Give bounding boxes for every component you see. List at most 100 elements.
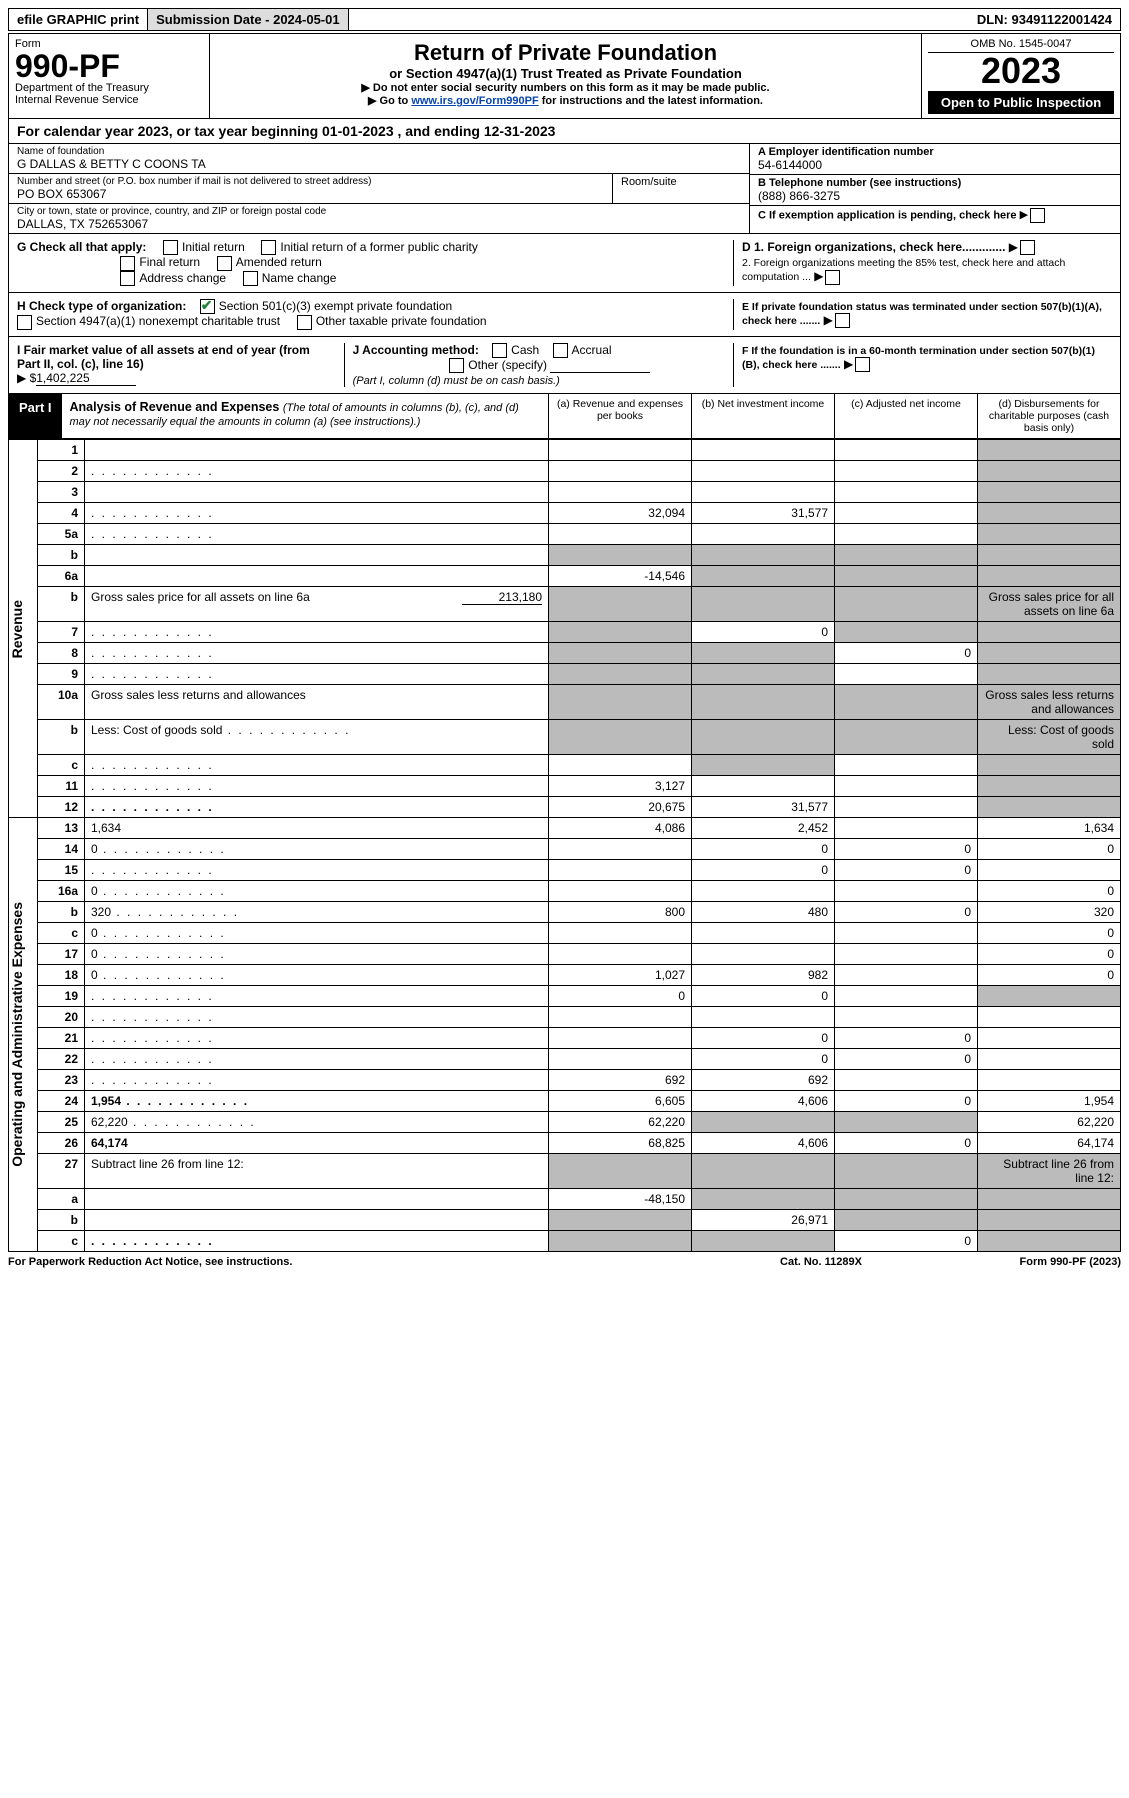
507b1a-checkbox[interactable] [835, 313, 850, 328]
table-cell [978, 1049, 1121, 1070]
table-cell [978, 643, 1121, 664]
table-row: c0 [9, 1231, 1121, 1252]
line-number: 4 [38, 503, 85, 524]
table-row: 27Subtract line 26 from line 12:Subtract… [9, 1154, 1121, 1189]
line-number: 18 [38, 965, 85, 986]
501c3-checkbox[interactable] [200, 299, 215, 314]
table-cell [692, 643, 835, 664]
table-row: 432,09431,577 [9, 503, 1121, 524]
line-desc [85, 440, 549, 461]
amended-return-checkbox[interactable] [217, 256, 232, 271]
table-cell [835, 818, 978, 839]
name-change-checkbox[interactable] [243, 271, 258, 286]
accrual-checkbox[interactable] [553, 343, 568, 358]
table-row: 5a [9, 524, 1121, 545]
instr-1: ▶ Do not enter social security numbers o… [216, 81, 915, 94]
4947-checkbox[interactable] [17, 315, 32, 330]
line-desc: Less: Cost of goods sold [85, 720, 549, 755]
street-address: PO BOX 653067 [17, 187, 604, 201]
section-g: G Check all that apply: Initial return I… [17, 240, 725, 286]
table-row: a-48,150 [9, 1189, 1121, 1210]
foundation-name-cell: Name of foundation G DALLAS & BETTY C CO… [9, 144, 749, 174]
line-desc [85, 776, 549, 797]
line-desc [85, 797, 549, 818]
table-cell: 0 [692, 839, 835, 860]
table-row: 3 [9, 482, 1121, 503]
other-method-checkbox[interactable] [449, 358, 464, 373]
address-row: Number and street (or P.O. box number if… [9, 174, 749, 204]
address-change-checkbox[interactable] [120, 271, 135, 286]
table-cell: 0 [835, 1028, 978, 1049]
table-row: 2664,17468,8254,606064,174 [9, 1133, 1121, 1154]
part1-label: Part I [9, 394, 62, 438]
final-return-checkbox[interactable] [120, 256, 135, 271]
line-desc [85, 566, 549, 587]
initial-return-former-checkbox[interactable] [261, 240, 276, 255]
table-cell: 0 [978, 923, 1121, 944]
exemption-checkbox[interactable] [1030, 208, 1045, 223]
section-i: I Fair market value of all assets at end… [17, 343, 345, 388]
table-cell [835, 1154, 978, 1189]
section-h: H Check type of organization: Section 50… [17, 299, 725, 330]
table-cell: 320 [978, 902, 1121, 923]
table-cell [549, 839, 692, 860]
table-cell [692, 482, 835, 503]
part1-table: Revenue123432,09431,5775ab6a-14,546bGros… [8, 439, 1121, 1252]
table-row: 140000 [9, 839, 1121, 860]
form-number: 990-PF [15, 50, 203, 82]
table-row: 11 3,127 [9, 776, 1121, 797]
table-row: b3208004800320 [9, 902, 1121, 923]
table-cell: 0 [835, 1091, 978, 1112]
line-desc [85, 1028, 549, 1049]
table-cell [549, 664, 692, 685]
table-cell: 4,606 [692, 1091, 835, 1112]
city-state-zip: DALLAS, TX 752653067 [17, 217, 741, 231]
table-cell: 0 [835, 1231, 978, 1252]
table-cell: 68,825 [549, 1133, 692, 1154]
table-cell [835, 1070, 978, 1091]
line-desc: 0 [85, 965, 549, 986]
table-cell [978, 1028, 1121, 1049]
info-left: Name of foundation G DALLAS & BETTY C CO… [9, 144, 749, 233]
table-cell [835, 664, 978, 685]
line-desc [85, 1231, 549, 1252]
table-cell [835, 461, 978, 482]
foreign-85-checkbox[interactable] [825, 270, 840, 285]
line-number: b [38, 587, 85, 622]
table-cell: 0 [835, 1049, 978, 1070]
line-number: b [38, 545, 85, 566]
table-cell [549, 685, 692, 720]
other-taxable-checkbox[interactable] [297, 315, 312, 330]
table-cell [549, 881, 692, 902]
table-cell: 0 [692, 1049, 835, 1070]
line-number: 22 [38, 1049, 85, 1070]
table-cell: 3,127 [549, 776, 692, 797]
table-cell [549, 545, 692, 566]
table-row: 1700 [9, 944, 1121, 965]
table-cell [692, 587, 835, 622]
form990pf-link[interactable]: www.irs.gov/Form990PF [411, 95, 538, 107]
table-cell: 64,174 [978, 1133, 1121, 1154]
line-desc [85, 503, 549, 524]
table-cell [549, 524, 692, 545]
table-cell [835, 1210, 978, 1231]
507b1b-checkbox[interactable] [855, 357, 870, 372]
foreign-org-checkbox[interactable] [1020, 240, 1035, 255]
table-row: 23692692 [9, 1070, 1121, 1091]
table-cell: Gross sales price for all assets on line… [978, 587, 1121, 622]
initial-return-checkbox[interactable] [163, 240, 178, 255]
table-cell [835, 685, 978, 720]
line-number: 7 [38, 622, 85, 643]
efile-label[interactable]: efile GRAPHIC print [9, 9, 148, 30]
table-cell [978, 440, 1121, 461]
table-cell [978, 1189, 1121, 1210]
line-number: 21 [38, 1028, 85, 1049]
cash-checkbox[interactable] [492, 343, 507, 358]
table-cell [835, 944, 978, 965]
line-number: 11 [38, 776, 85, 797]
instr-2: ▶ Go to www.irs.gov/Form990PF for instru… [216, 94, 915, 107]
line-desc: 0 [85, 944, 549, 965]
table-cell [692, 440, 835, 461]
table-row: 1801,0279820 [9, 965, 1121, 986]
line-number: 8 [38, 643, 85, 664]
